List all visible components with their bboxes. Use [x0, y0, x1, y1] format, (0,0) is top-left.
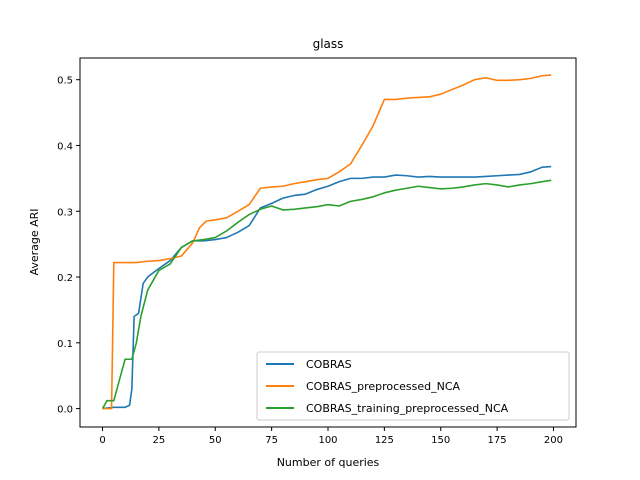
y-tick-label: 0.2	[57, 273, 73, 284]
legend-box	[256, 351, 570, 421]
x-axis-ticks: 0 25 50 75 100 125 150 175 200	[99, 427, 563, 446]
series-layer	[101, 74, 552, 410]
x-tick-label: 25	[153, 435, 166, 446]
x-tick-label: 0	[99, 435, 105, 446]
legend-label: COBRAS	[306, 358, 352, 371]
plot-area: 0 25 50 75 100 125 150 175 200 0.00.10.20.30.40.…	[57, 57, 577, 446]
legend-label: COBRAS_training_preprocessed_NCA	[306, 402, 509, 415]
y-axis-ticks: 0.0 0.1 0.2 0.3 0.4 0.5	[57, 76, 80, 416]
legend-items: COBRAS COBRAS_preprocessed_NCA COBRAS_trai…	[266, 358, 509, 415]
x-tick-label: 100	[318, 435, 337, 446]
x-tick-label: 175	[488, 435, 507, 446]
x-tick-label: 75	[265, 435, 278, 446]
chart-title: glass	[313, 37, 344, 51]
x-tick-label: 50	[209, 435, 222, 446]
y-tick-label: 0.4	[57, 141, 73, 152]
series-line-2	[102, 74, 552, 410]
legend-label: COBRAS_preprocessed_NCA	[306, 380, 461, 393]
x-axis-label: Number of queries	[277, 456, 380, 469]
y-axis-label: Average ARI	[28, 208, 41, 275]
y-tick-label: 0.0	[57, 405, 73, 416]
legend: COBRAS COBRAS_preprocessed_NCA COBRAS_trai…	[256, 351, 570, 421]
y-tick-label: 0.1	[57, 339, 73, 350]
x-tick-label: 200	[544, 435, 563, 446]
x-tick-label: 150	[431, 435, 450, 446]
series-line-1	[102, 165, 552, 410]
x-tick-label: 125	[375, 435, 394, 446]
y-tick-label: 0.5	[57, 76, 73, 87]
series-line-3	[101, 179, 552, 409]
y-tick-label: 0.3	[57, 207, 73, 218]
